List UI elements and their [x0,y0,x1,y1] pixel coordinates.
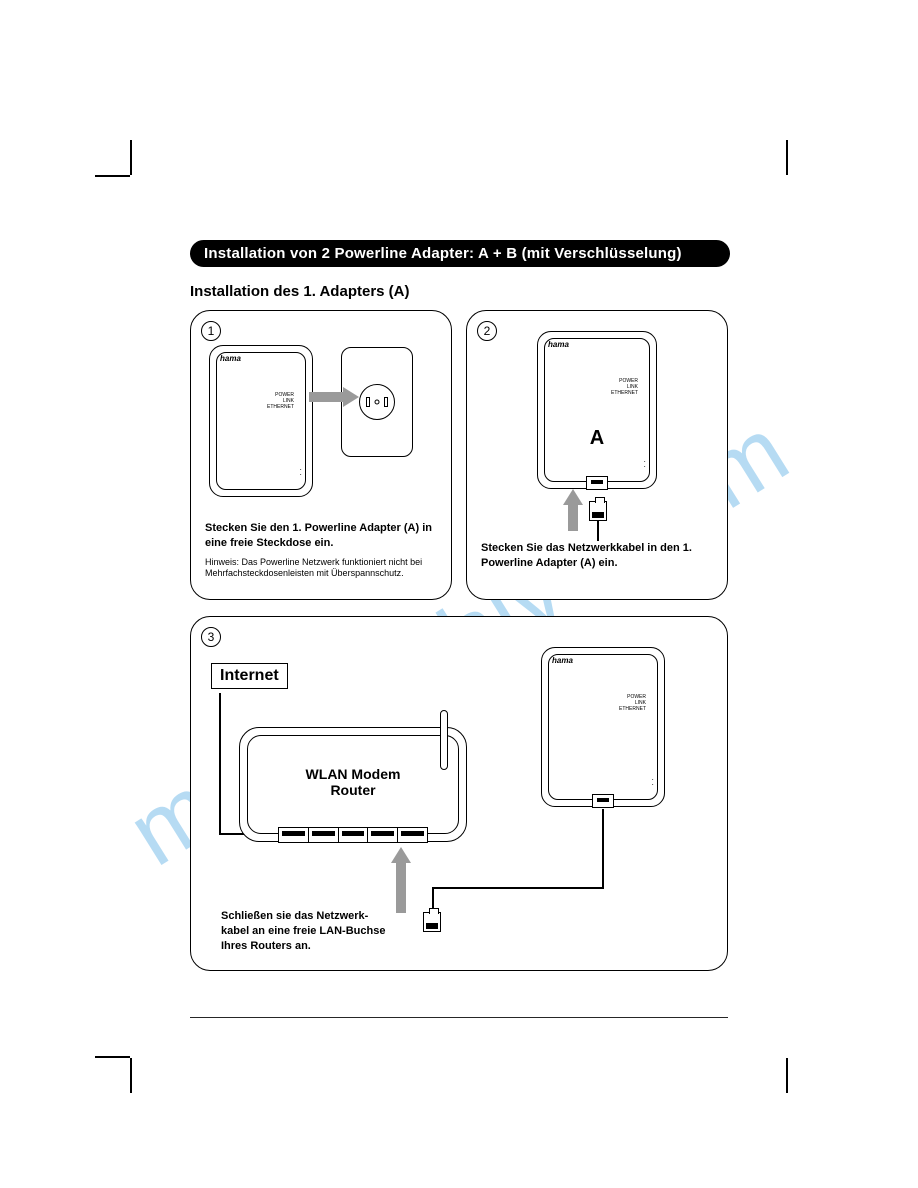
device-led-labels: POWER LINK ETHERNET [619,694,646,712]
footer-rule [190,1017,728,1018]
router-illustration: WLAN Modem Router [239,727,467,842]
device-brand: hama [220,354,241,363]
crop-mark [130,1058,132,1093]
crop-mark [95,175,130,177]
device-label-a: A [590,427,604,450]
internet-label-box: Internet [211,663,288,689]
device-brand: hama [552,656,573,665]
led-label: ETHERNET [611,390,638,396]
top-row: 1 hama POWER LINK ETHERNET ·· [190,310,730,600]
crop-mark [786,1058,788,1093]
ethernet-port [586,476,608,490]
led-label: ETHERNET [619,706,646,712]
rj45-plug-icon [589,501,607,521]
powerline-adapter-illustration: hama POWER LINK ETHERNET ·· [541,647,665,807]
crop-mark [786,140,788,175]
cable-line [602,809,604,889]
step-panel-3: 3 Internet WLAN Modem Router [190,616,728,971]
device-dots: ·· [643,460,646,470]
rj45-plug-icon [423,912,441,932]
panel2-text: Stecken Sie das Netzwerkkabel in den 1. … [481,541,713,571]
step-number-1: 1 [201,321,221,341]
device-dots: ·· [651,778,654,788]
panel1-note: Hinweis: Das Powerline Netzwerk funktion… [205,557,437,580]
device-brand: hama [548,340,569,349]
panel2-caption: Stecken Sie das Netzwerkkabel in den 1. … [481,541,713,571]
cable-line [432,887,604,889]
router-title-line: WLAN Modem [240,766,466,782]
panel1-caption: Stecken Sie den 1. Powerline Adapter (A)… [205,521,437,551]
powerline-adapter-illustration: hama POWER LINK ETHERNET ·· [209,345,313,497]
panel3-caption: Schließen sie das Netzwerk­kabel an eine… [221,909,391,954]
step-number-3: 3 [201,627,221,647]
router-lan-ports [278,827,428,843]
device-led-labels: POWER LINK ETHERNET [267,392,294,410]
manual-page: manualshive.com Installation von 2 Power… [0,0,918,1188]
ethernet-port [592,794,614,808]
router-title-line: Router [240,782,466,798]
cable-line [597,521,599,541]
powerline-adapter-illustration: hama POWER LINK ETHERNET ·· A [537,331,657,489]
device-dots: ·· [299,468,302,478]
section-title-pill: Installation von 2 Powerline Adapter: A … [190,240,730,267]
section-subtitle: Installation des 1. Adapters (A) [190,283,730,300]
step-panel-2: 2 hama POWER LINK ETHERNET ·· A [466,310,728,600]
led-label: ETHERNET [267,404,294,410]
router-title: WLAN Modem Router [240,766,466,798]
content-area: Installation von 2 Powerline Adapter: A … [190,240,730,971]
panel1-text: Stecken Sie den 1. Powerline Adapter (A)… [205,521,437,580]
crop-mark [95,1056,130,1058]
cable-line [219,693,221,833]
crop-mark [130,140,132,175]
step-number-2: 2 [477,321,497,341]
device-led-labels: POWER LINK ETHERNET [611,378,638,396]
step-panel-1: 1 hama POWER LINK ETHERNET ·· [190,310,452,600]
router-antenna [440,710,448,770]
